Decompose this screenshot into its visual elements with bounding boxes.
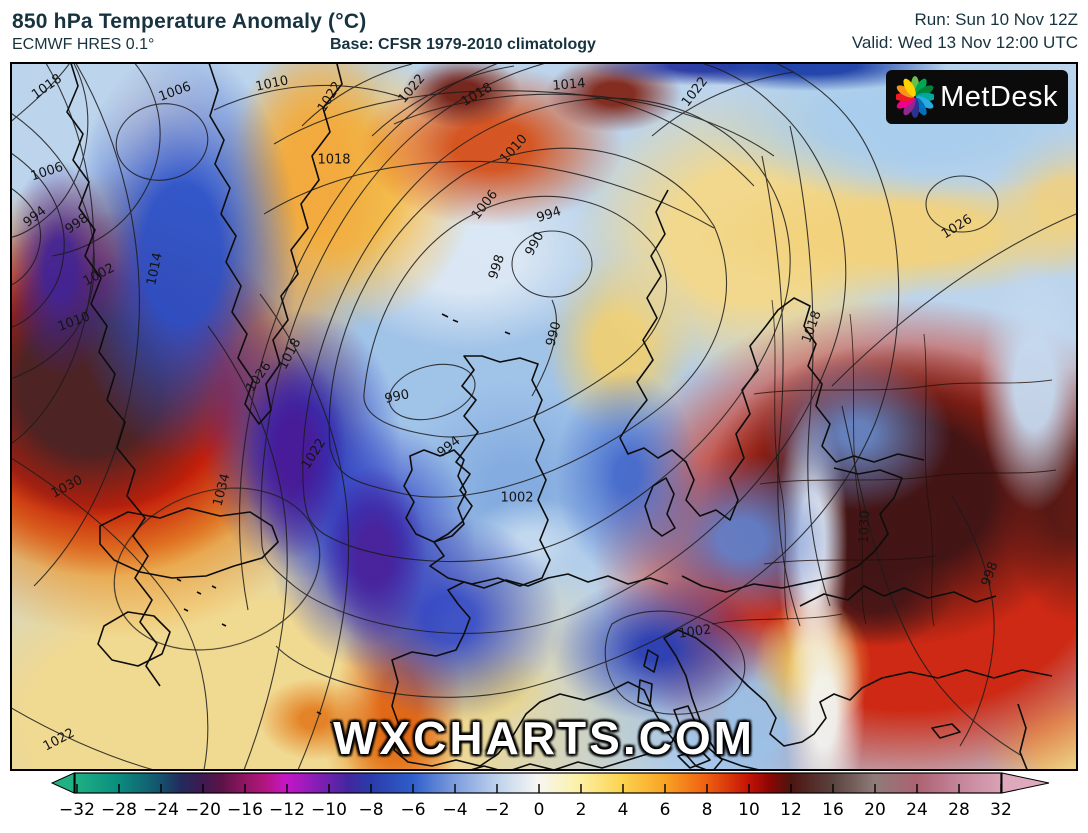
metdesk-pinwheel-icon — [896, 76, 935, 118]
colorbar-tick-label: 0 — [533, 800, 545, 820]
colorbar-tick-label: 8 — [701, 800, 713, 820]
country-borders — [711, 299, 1057, 627]
metdesk-logo-text: MetDesk — [940, 80, 1058, 113]
run-time-label: Run: Sun 10 Nov 12Z — [914, 10, 1078, 29]
colorbar-tick-label: −6 — [400, 800, 426, 820]
weather-map: 1018 1006 1010 1022 1022 1018 1014 1022 1010 1018… — [10, 62, 1078, 771]
colorbar-tick-label: 6 — [659, 800, 671, 820]
colorbar-tick-label: −2 — [484, 800, 510, 820]
isobar-contours — [12, 64, 1076, 769]
colorbar — [50, 772, 1050, 794]
climatology-base-label: Base: CFSR 1979-2010 climatology — [330, 36, 596, 53]
colorbar-tick-label: 12 — [780, 800, 802, 820]
page-title: 850 hPa Temperature Anomaly (°C) — [12, 10, 367, 33]
colorbar-right-arrow — [1001, 772, 1050, 794]
isobar-label: 1002 — [500, 490, 534, 506]
colorbar-tick-label: 24 — [906, 800, 928, 820]
colorbar-tick-label: 16 — [822, 800, 844, 820]
colorbar-tick-label: 28 — [948, 800, 970, 820]
temperature-anomaly-field — [12, 64, 1076, 769]
isobar-label: 1014 — [551, 76, 587, 94]
colorbar-tick-label: 10 — [738, 800, 760, 820]
isobar-label: 1030 — [856, 510, 874, 544]
colorbar-tick-label: −28 — [101, 800, 137, 820]
colorbar-tick-label: −16 — [227, 800, 263, 820]
colorbar-tick-label: 2 — [575, 800, 587, 820]
colorbar-tick-label: 32 — [990, 800, 1012, 820]
coastlines — [66, 64, 1053, 769]
pinwheel-petal — [903, 78, 916, 97]
colorbar-left-arrow — [50, 772, 75, 794]
colorbar-tick-label: −10 — [311, 800, 347, 820]
model-label: ECMWF HRES 0.1° — [12, 36, 155, 53]
colorbar-tick-label: 20 — [864, 800, 886, 820]
colorbar-tick-label: −20 — [185, 800, 221, 820]
colorbar-tick-label: −4 — [442, 800, 468, 820]
metdesk-logo: MetDesk — [886, 70, 1068, 124]
isobar-label: 1018 — [317, 152, 351, 168]
colorbar-tick-label: 4 — [617, 800, 629, 820]
colorbar-tick-label: −32 — [59, 800, 95, 820]
colorbar-tick-label: −24 — [143, 800, 179, 820]
colorbar-tick-label: −12 — [269, 800, 305, 820]
map-overlay — [12, 64, 1076, 769]
colorbar-gradient-bar — [74, 772, 1002, 794]
colorbar-ticks — [76, 784, 1002, 793]
colorbar-tick-label: −8 — [358, 800, 384, 820]
valid-time-label: Valid: Wed 13 Nov 12:00 UTC — [851, 33, 1078, 52]
wxcharts-watermark: WXCHARTS.COM — [333, 712, 755, 764]
